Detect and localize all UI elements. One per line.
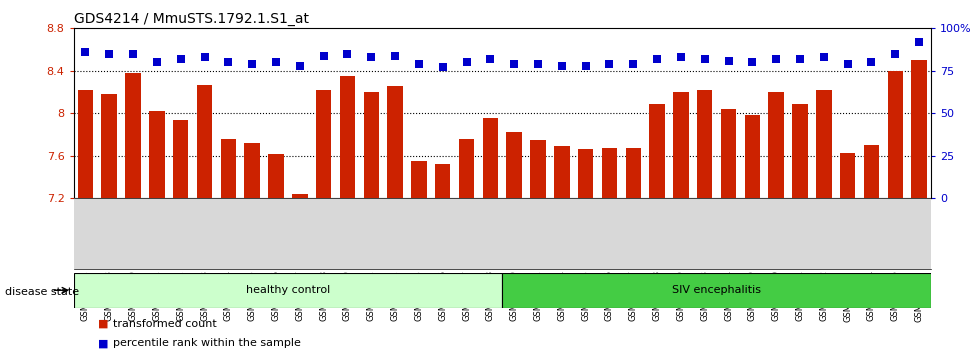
Text: percentile rank within the sample: percentile rank within the sample [113,338,301,348]
Bar [673,92,689,198]
Bar [244,143,260,198]
Bar [840,153,856,198]
Text: healthy control: healthy control [246,285,330,295]
Point [792,56,808,62]
Bar [412,161,426,198]
Bar [125,73,141,198]
Bar [102,94,117,198]
Point [482,56,498,62]
Bar [292,194,308,198]
Bar [554,146,569,198]
Point [172,56,188,62]
Point [863,59,879,65]
Bar [721,109,736,198]
Bar [459,139,474,198]
Bar [220,139,236,198]
Bar [792,104,808,198]
Point [316,53,331,58]
Bar [364,92,379,198]
Bar [482,118,498,198]
Point [411,61,426,67]
Point [292,63,308,69]
Point [149,59,165,65]
Bar [816,90,832,198]
Point [745,59,760,65]
Point [816,55,832,60]
Point [364,55,379,60]
Point [602,61,617,67]
Bar [269,154,283,198]
Text: disease state: disease state [5,287,79,297]
Point [768,56,784,62]
Text: GDS4214 / MmuSTS.1792.1.S1_at: GDS4214 / MmuSTS.1792.1.S1_at [74,12,309,26]
Point [435,64,451,70]
Bar [316,90,331,198]
Point [697,56,712,62]
Text: ■: ■ [98,319,109,329]
Point [77,49,93,55]
Point [911,39,927,45]
Bar [863,145,879,198]
Bar [602,148,617,198]
Bar [172,120,188,198]
Point [269,59,284,65]
Point [459,59,474,65]
Point [625,61,641,67]
Point [220,59,236,65]
Point [340,51,356,57]
Point [507,61,522,67]
Text: ■: ■ [98,338,109,348]
Text: transformed count: transformed count [113,319,217,329]
Point [530,61,546,67]
Bar [387,86,403,198]
Bar [77,90,93,198]
Point [649,56,664,62]
Bar [340,76,355,198]
Point [578,63,594,69]
Point [673,55,689,60]
Text: SIV encephalitis: SIV encephalitis [672,285,761,295]
Point [888,51,904,57]
Point [720,58,736,63]
Bar [507,132,522,198]
Point [125,51,141,57]
Bar [149,111,165,198]
Bar [697,90,712,198]
Bar [435,164,451,198]
Point [197,55,213,60]
Bar [768,92,784,198]
Bar [197,85,213,198]
Point [554,63,569,69]
Point [101,51,117,57]
Bar [578,149,593,198]
Bar [650,104,664,198]
Bar [530,140,546,198]
Bar [502,273,931,308]
Bar [911,60,927,198]
Bar [74,273,502,308]
Point [840,61,856,67]
Point [244,61,260,67]
Point [387,53,403,58]
Bar [745,115,760,198]
Bar [888,71,903,198]
Bar [625,148,641,198]
